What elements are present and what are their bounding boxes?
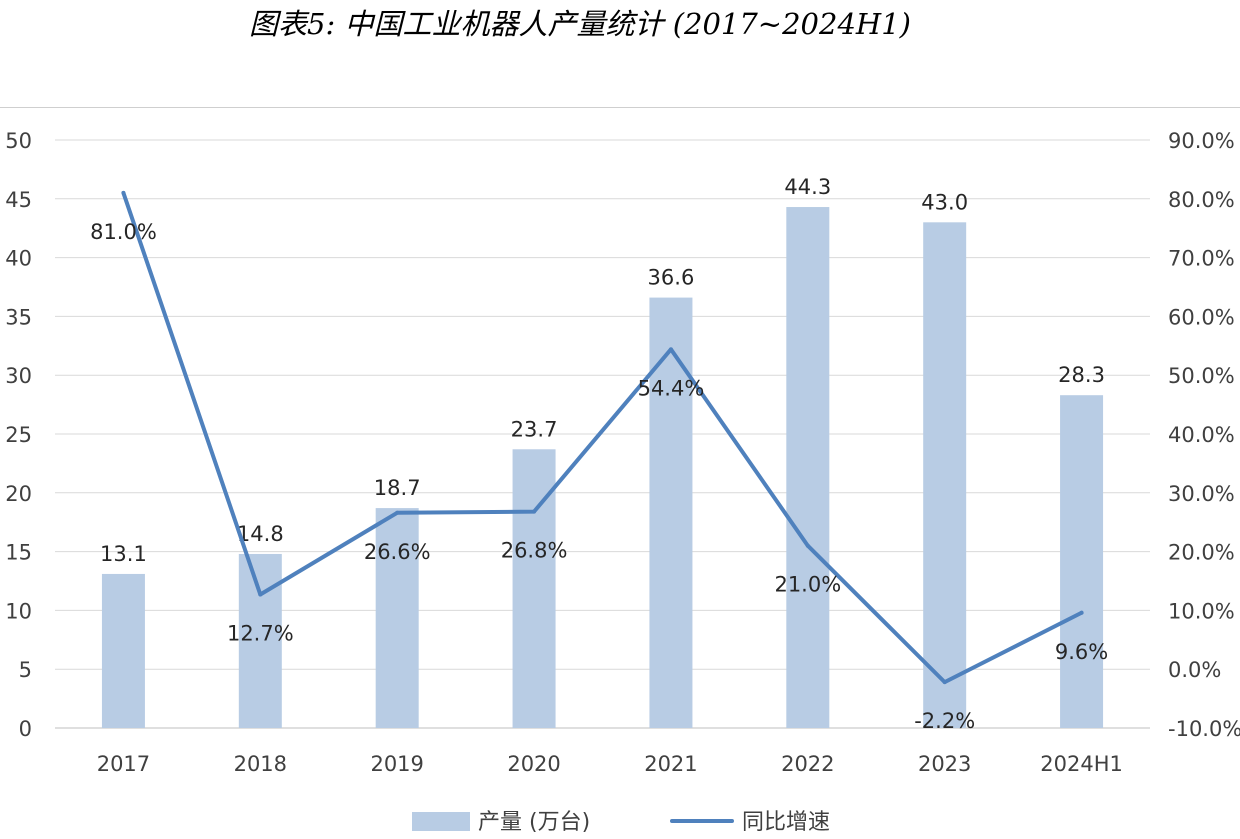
y-left-tick-label: 25 xyxy=(5,423,32,447)
y-left-tick-label: 5 xyxy=(19,658,32,682)
bar xyxy=(101,573,145,728)
bar-value-label: 13.1 xyxy=(100,542,147,566)
growth-rate-point xyxy=(532,509,537,514)
growth-rate-label: 26.6% xyxy=(364,540,431,564)
growth-rate-label: 26.8% xyxy=(501,539,568,563)
growth-rate-point xyxy=(1079,610,1084,615)
x-tick-label: 2021 xyxy=(644,752,697,776)
growth-rate-label: 54.4% xyxy=(638,376,705,400)
bar-value-label: 28.3 xyxy=(1058,363,1105,387)
x-tick-label: 2017 xyxy=(97,752,150,776)
x-tick-label: 2023 xyxy=(918,752,971,776)
growth-rate-label: 21.0% xyxy=(774,573,841,597)
y-left-tick-label: 15 xyxy=(5,541,32,565)
growth-rate-label: 81.0% xyxy=(90,220,157,244)
chart-title: 图表5: 中国工业机器人产量统计 (2017~2024H1) xyxy=(249,7,911,41)
bar xyxy=(923,222,967,728)
growth-rate-label: 9.6% xyxy=(1055,640,1108,664)
y-right-tick-label: 30.0% xyxy=(1168,482,1235,506)
growth-rate-point xyxy=(395,510,400,515)
y-right-tick-label: 40.0% xyxy=(1168,423,1235,447)
y-left-tick-label: 35 xyxy=(5,305,32,329)
y-right-tick-label: 10.0% xyxy=(1168,599,1235,623)
bar-value-label: 36.6 xyxy=(648,266,695,290)
growth-rate-point xyxy=(942,680,947,685)
bar xyxy=(649,297,693,728)
y-right-tick-label: 80.0% xyxy=(1168,188,1235,212)
x-tick-label: 2020 xyxy=(507,752,560,776)
growth-rate-point xyxy=(668,347,673,352)
growth-rate-label: -2.2% xyxy=(914,709,975,733)
legend-swatch-production xyxy=(412,812,470,831)
bar-value-label: 44.3 xyxy=(784,175,831,199)
bar-value-label: 23.7 xyxy=(511,417,558,441)
growth-rate-label: 12.7% xyxy=(227,622,294,646)
bar xyxy=(786,207,830,729)
x-tick-label: 2024H1 xyxy=(1040,752,1123,776)
y-left-tick-label: 10 xyxy=(5,599,32,623)
growth-rate-point xyxy=(258,592,263,597)
y-right-tick-label: 70.0% xyxy=(1168,247,1235,271)
y-right-tick-label: 90.0% xyxy=(1168,129,1235,153)
y-left-tick-label: 50 xyxy=(5,129,32,153)
bar-value-label: 18.7 xyxy=(374,476,421,500)
y-left-tick-label: 0 xyxy=(19,717,32,741)
bar-value-label: 14.8 xyxy=(237,522,284,546)
y-left-tick-label: 40 xyxy=(5,247,32,271)
y-left-tick-label: 45 xyxy=(5,188,32,212)
y-right-tick-label: 0.0% xyxy=(1168,658,1221,682)
y-right-tick-label: 20.0% xyxy=(1168,541,1235,565)
y-left-tick-label: 30 xyxy=(5,364,32,388)
y-left-tick-label: 20 xyxy=(5,482,32,506)
growth-rate-point xyxy=(805,543,810,548)
bar-value-label: 43.0 xyxy=(921,190,968,214)
bar xyxy=(375,508,419,728)
x-tick-label: 2022 xyxy=(781,752,834,776)
x-tick-label: 2018 xyxy=(234,752,287,776)
legend-label-growth: 同比增速 xyxy=(742,810,830,835)
x-tick-label: 2019 xyxy=(370,752,423,776)
bar xyxy=(238,553,282,728)
bar xyxy=(1060,395,1104,728)
top-divider xyxy=(0,107,1240,108)
growth-rate-point xyxy=(121,190,126,195)
legend-label-production: 产量 (万台) xyxy=(478,810,590,835)
y-right-tick-label: 60.0% xyxy=(1168,305,1235,329)
y-right-tick-label: -10.0% xyxy=(1168,717,1240,741)
growth-rate-line xyxy=(121,190,1084,685)
y-right-tick-label: 50.0% xyxy=(1168,364,1235,388)
